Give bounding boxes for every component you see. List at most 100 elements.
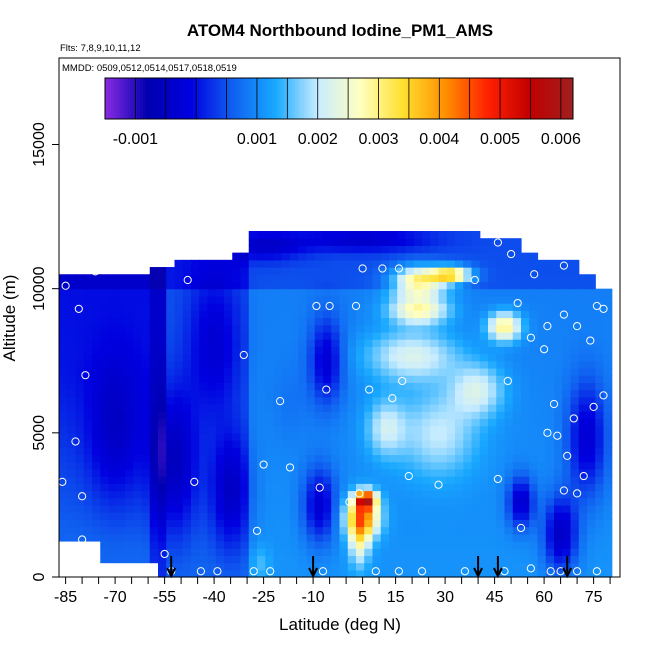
heatmap-cell bbox=[174, 569, 184, 578]
heatmap-cell bbox=[521, 490, 530, 499]
heatmap-cell bbox=[455, 476, 464, 484]
heatmap-cell bbox=[405, 331, 415, 340]
heatmap-cell bbox=[554, 274, 563, 283]
heatmap-cell bbox=[166, 411, 176, 420]
heatmap-cell bbox=[422, 569, 431, 578]
heatmap-cell bbox=[587, 281, 596, 290]
heatmap-cell bbox=[149, 274, 159, 283]
heatmap-cell bbox=[59, 468, 68, 477]
heatmap-cell bbox=[265, 461, 275, 470]
heatmap-cell bbox=[339, 360, 349, 369]
heatmap-cell bbox=[496, 519, 506, 528]
heatmap-cell bbox=[430, 476, 440, 484]
heatmap-cell bbox=[232, 367, 242, 376]
heatmap-cell bbox=[323, 418, 332, 427]
heatmap-cell bbox=[554, 303, 563, 311]
heatmap-cell bbox=[587, 360, 596, 369]
heatmap-cell bbox=[265, 324, 275, 333]
heatmap-cell bbox=[521, 533, 530, 542]
heatmap-cell bbox=[430, 231, 440, 239]
heatmap-cell bbox=[116, 468, 126, 477]
heatmap-cell bbox=[463, 360, 473, 369]
heatmap-cell bbox=[125, 476, 134, 484]
heatmap-cell bbox=[182, 411, 192, 420]
heatmap-cell bbox=[125, 353, 134, 362]
colorbar-swatch bbox=[406, 78, 410, 119]
heatmap-cell bbox=[265, 432, 275, 441]
heatmap-cell bbox=[446, 512, 456, 520]
heatmap-cell bbox=[248, 346, 258, 355]
heatmap-cell bbox=[446, 396, 456, 405]
heatmap-cell bbox=[290, 483, 299, 492]
heatmap-cell bbox=[273, 540, 283, 549]
heatmap-cell bbox=[59, 404, 68, 412]
heatmap-cell bbox=[413, 468, 423, 477]
heatmap-cell bbox=[158, 375, 167, 383]
heatmap-cell bbox=[182, 339, 192, 347]
heatmap-cell bbox=[529, 382, 539, 391]
heatmap-cell bbox=[100, 447, 110, 456]
heatmap-cell bbox=[496, 447, 506, 456]
colorbar-swatch bbox=[458, 78, 463, 119]
heatmap-cell bbox=[67, 310, 77, 319]
heatmap-cell bbox=[554, 310, 563, 319]
heatmap-cell bbox=[166, 346, 176, 355]
heatmap-cell bbox=[141, 404, 151, 412]
heatmap-cell bbox=[413, 497, 423, 506]
heatmap-cell bbox=[463, 231, 473, 239]
heatmap-cell bbox=[471, 353, 481, 362]
heatmap-cell bbox=[455, 339, 464, 347]
heatmap-cell bbox=[265, 404, 275, 412]
heatmap-cell bbox=[207, 490, 217, 499]
heatmap-cell bbox=[166, 310, 176, 319]
heatmap-cell bbox=[545, 360, 555, 369]
heatmap-cell bbox=[570, 396, 580, 405]
heatmap-cell bbox=[323, 353, 332, 362]
heatmap-cell bbox=[389, 324, 398, 333]
heatmap-cell bbox=[75, 339, 85, 347]
heatmap-cell bbox=[133, 519, 143, 528]
heatmap-cell bbox=[323, 346, 332, 355]
heatmap-cell bbox=[281, 454, 291, 463]
heatmap-cell bbox=[273, 259, 283, 268]
heatmap-cell bbox=[595, 512, 605, 520]
heatmap-cell bbox=[537, 281, 547, 290]
heatmap-cell bbox=[603, 519, 613, 528]
heatmap-cell bbox=[389, 274, 398, 283]
heatmap-cell bbox=[397, 382, 407, 391]
heatmap-cell bbox=[389, 231, 398, 239]
heatmap-cell bbox=[314, 497, 324, 506]
heatmap-cell bbox=[397, 425, 407, 434]
heatmap-cell bbox=[364, 526, 374, 535]
heatmap-cell bbox=[356, 303, 365, 311]
heatmap-cell bbox=[116, 540, 126, 549]
heatmap-cell bbox=[141, 295, 151, 304]
heatmap-cell bbox=[166, 331, 176, 340]
heatmap-cell bbox=[182, 490, 192, 499]
heatmap-cell bbox=[413, 411, 423, 420]
heatmap-cell bbox=[290, 382, 299, 391]
heatmap-cell bbox=[438, 396, 448, 405]
heatmap-cell bbox=[413, 526, 423, 535]
heatmap-cell bbox=[380, 389, 390, 398]
heatmap-cell bbox=[578, 512, 588, 520]
heatmap-cell bbox=[578, 346, 588, 355]
heatmap-cell bbox=[537, 447, 547, 456]
heatmap-cell bbox=[59, 324, 68, 333]
heatmap-cell bbox=[397, 461, 407, 470]
heatmap-cell bbox=[488, 324, 497, 333]
heatmap-cell bbox=[512, 468, 522, 477]
observation-point bbox=[573, 322, 582, 331]
heatmap-cell bbox=[182, 468, 192, 477]
heatmap-cell bbox=[570, 259, 580, 268]
heatmap-cell bbox=[380, 468, 390, 477]
heatmap-cell bbox=[496, 288, 506, 297]
heatmap-cell bbox=[578, 562, 588, 571]
heatmap-cell bbox=[248, 476, 258, 484]
heatmap-cell bbox=[512, 310, 522, 319]
heatmap-cell bbox=[265, 267, 275, 275]
heatmap-cell bbox=[224, 476, 233, 484]
heatmap-cell bbox=[496, 526, 506, 535]
heatmap-cell bbox=[496, 468, 506, 477]
heatmap-cell bbox=[281, 389, 291, 398]
